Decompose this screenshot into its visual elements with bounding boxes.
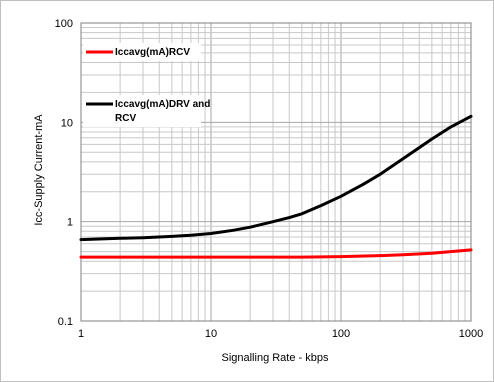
y-tick-label: 100 xyxy=(55,18,73,30)
y-tick-label: 1 xyxy=(67,217,73,229)
x-tick-label: 10 xyxy=(205,328,217,340)
plot-border xyxy=(80,22,472,322)
y-axis-label: Icc-Supply Current-mA xyxy=(33,114,45,226)
legend-label: Iccavg(mA)RCV xyxy=(115,47,190,58)
y-tick-label: 0.1 xyxy=(58,316,73,328)
x-tick-label: 1000 xyxy=(459,328,483,340)
x-tick-label: 100 xyxy=(332,328,350,340)
x-tick-label: 1 xyxy=(78,328,84,340)
legend-background xyxy=(83,95,201,127)
tick-labels: 1 10 100 1000 0.1 1 10 100 xyxy=(55,18,484,340)
series-line-1 xyxy=(79,248,473,259)
legend-background xyxy=(83,43,201,61)
y-tick-label: 10 xyxy=(61,117,73,129)
legend: Iccavg(mA)RCV Iccavg(mA)DRV and RCV xyxy=(83,43,210,127)
x-axis-label: Signalling Rate - kbps xyxy=(221,352,329,364)
series-layer xyxy=(79,114,473,259)
series-line-2 xyxy=(79,114,473,242)
grid xyxy=(81,23,471,321)
legend-label: RCV xyxy=(115,113,136,124)
legend-label: Iccavg(mA)DRV and xyxy=(115,99,210,110)
